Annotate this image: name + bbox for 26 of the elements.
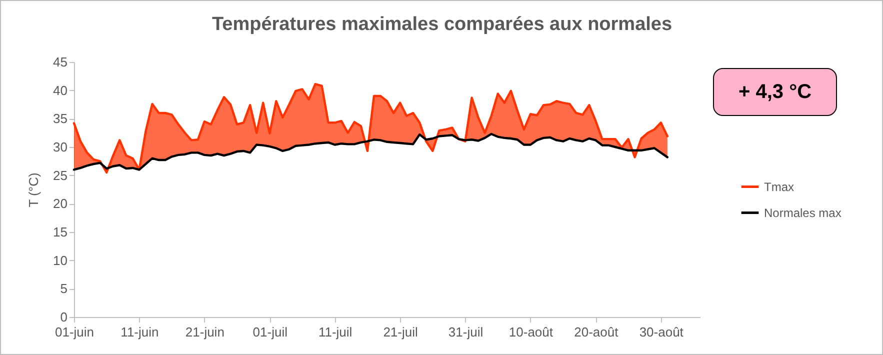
- y-tick-label: 35: [53, 111, 68, 126]
- x-tick-label: 10-août: [508, 324, 554, 340]
- y-tick-label: 45: [53, 54, 68, 70]
- legend-label: Normales max: [764, 206, 842, 220]
- line-series: [72, 132, 668, 171]
- x-tick-label: 21-juin: [185, 324, 224, 340]
- y-tick-label: 10: [53, 252, 68, 268]
- x-tick-label: 21-juil: [383, 324, 418, 340]
- x-tick-label: 01-juil: [252, 324, 288, 340]
- y-tick-label: 40: [53, 82, 68, 98]
- note-box: + 4,3 °C: [713, 68, 837, 116]
- y-tick-label: 30: [53, 140, 68, 154]
- x-tick-label: 30-août: [639, 324, 684, 340]
- y-tick-label: 20: [53, 196, 68, 212]
- x-tick-label: 01-juin: [54, 324, 94, 340]
- chart-title: Températures maximales comparées aux normales: [212, 14, 672, 35]
- y-tick-label: 15: [53, 224, 68, 240]
- x-tick-label: 20-août: [574, 324, 619, 340]
- y-tick-label: 5: [60, 281, 68, 296]
- y-axis-title: T (°C): [26, 172, 42, 208]
- y-tick-label: 25: [53, 168, 68, 183]
- y-tick-label: 0: [60, 310, 68, 324]
- x-tick-label: 31-juil: [448, 324, 484, 340]
- x-tick-label: 11-juil: [318, 324, 352, 340]
- legend-label: Tmax: [764, 180, 794, 194]
- x-tick-label: 11-juin: [120, 324, 159, 340]
